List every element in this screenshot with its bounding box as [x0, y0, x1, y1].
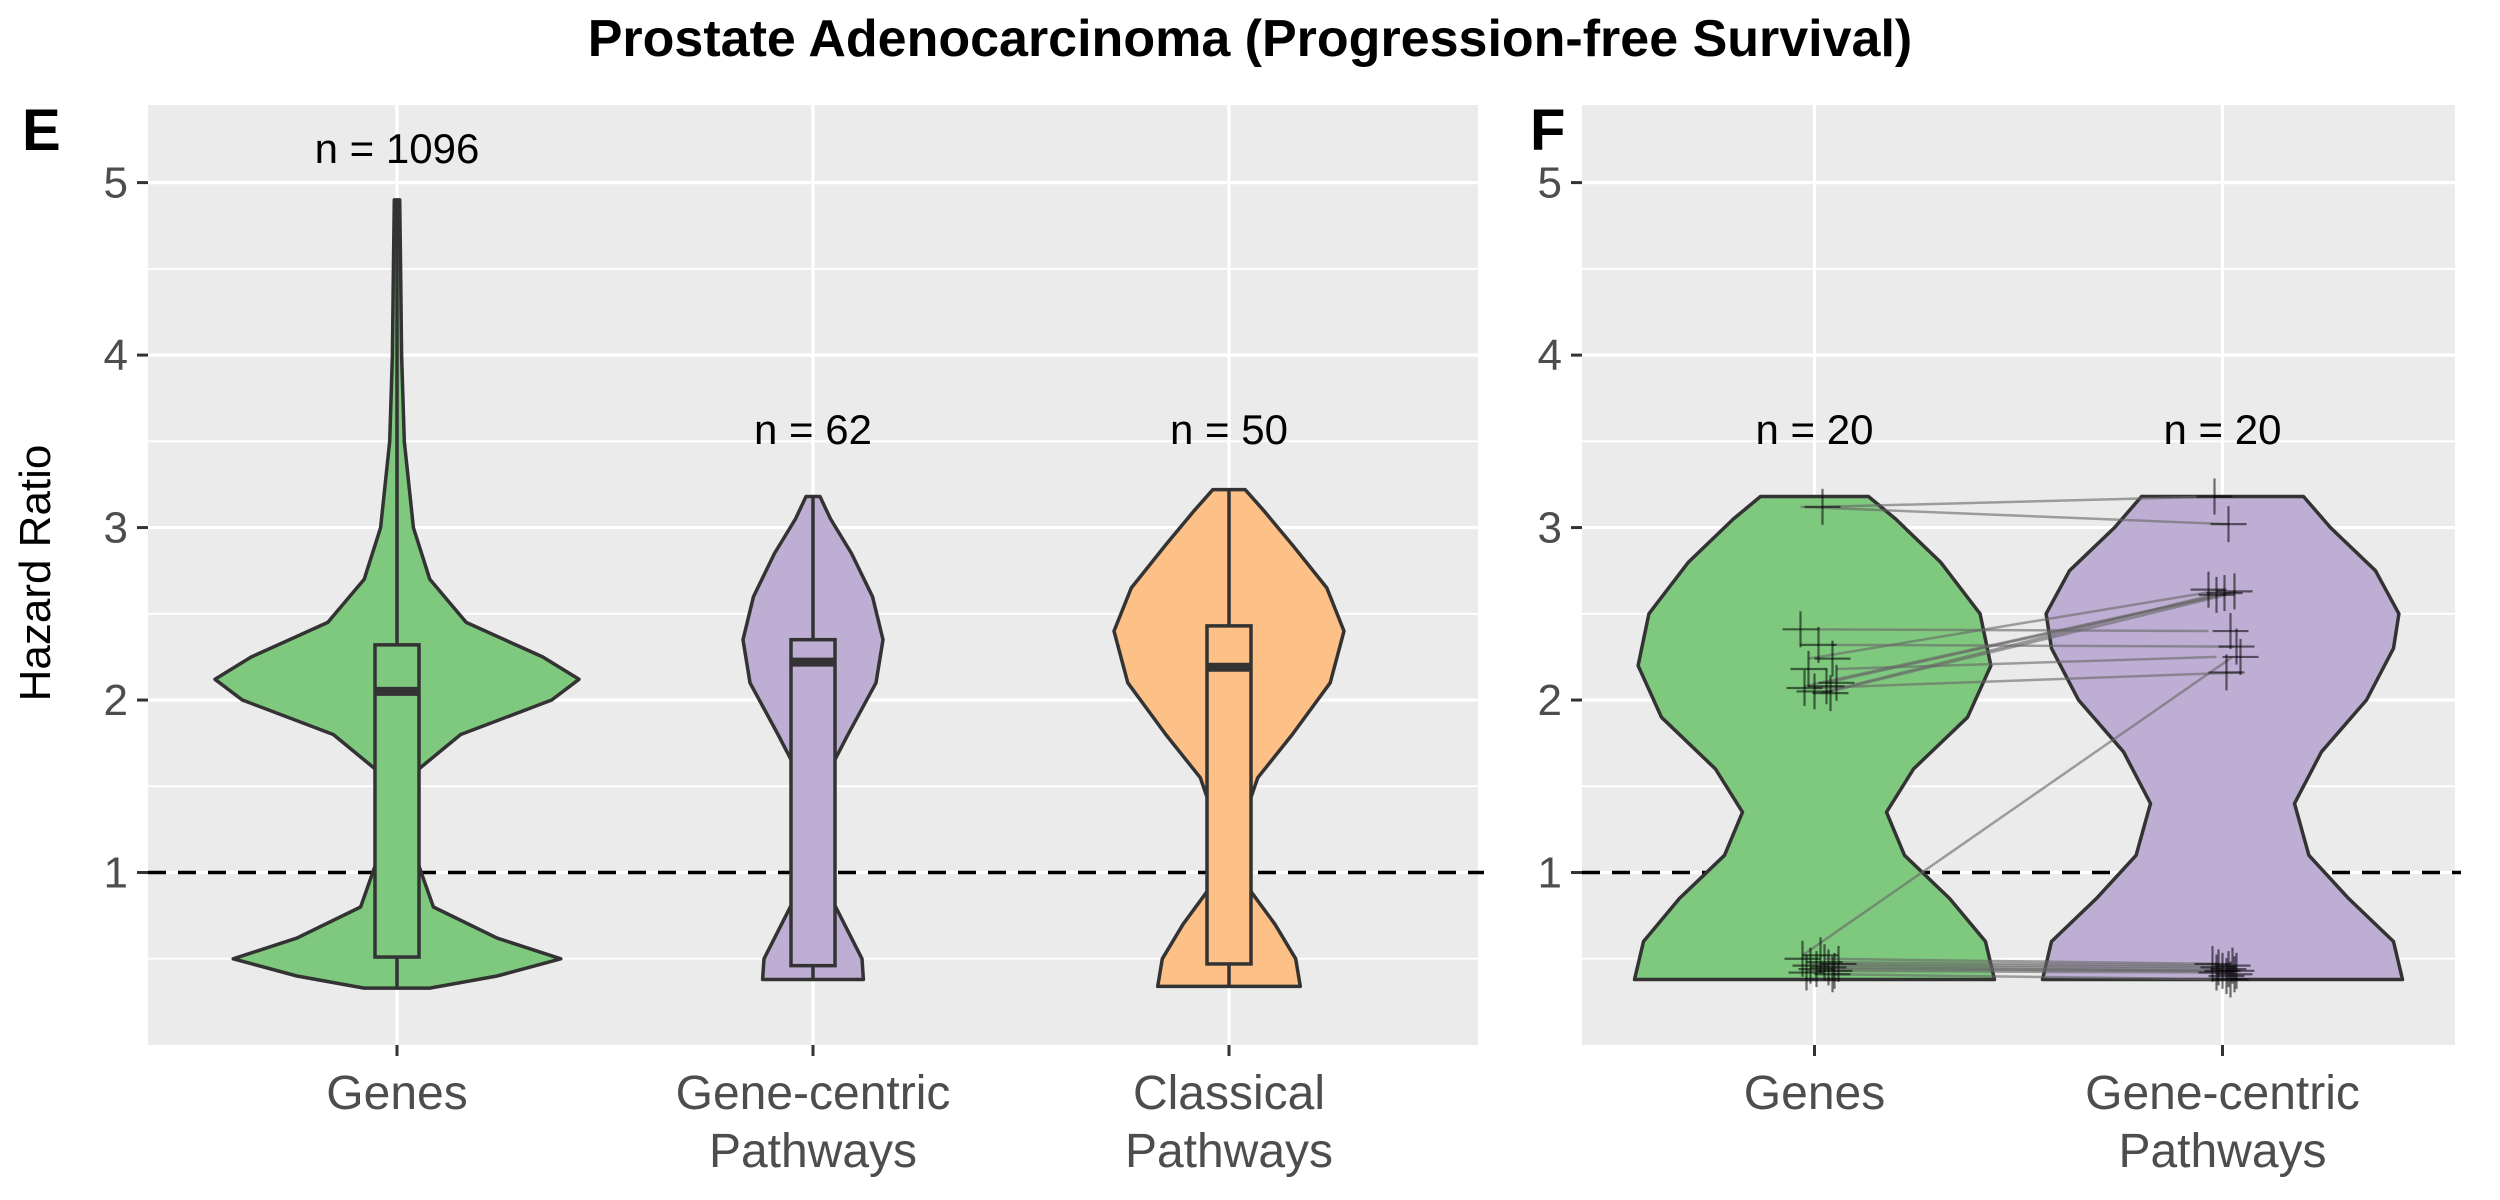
n-label-genes: n = 20: [1756, 406, 1874, 453]
x-tick-label-classical-pathways: Classical Pathways: [1125, 1067, 1333, 1178]
pair-line: [1832, 973, 2231, 981]
box-gene-centric-pathways: [789, 637, 837, 968]
n-label-genes: n = 1096: [315, 125, 480, 172]
paired-lines: [1800, 495, 2241, 981]
pair-line: [1801, 655, 2234, 957]
pair-line: [1800, 505, 2229, 526]
pair-line: [1818, 628, 2209, 633]
points-genes: [1782, 488, 1857, 993]
n-label-classical-pathways: n = 50: [1170, 406, 1288, 453]
pair-line: [1808, 588, 2225, 660]
y-tick-label-2: 2: [1538, 676, 1562, 725]
box-genes: [373, 643, 421, 959]
violin-genes: [1632, 494, 1997, 982]
y-tick-label-5: 5: [1538, 159, 1562, 208]
pair-line: [1810, 962, 2237, 969]
y-tick-label-4: 4: [104, 331, 128, 380]
pair-line: [1806, 969, 2227, 974]
pair-line: [1824, 957, 2219, 966]
pair-line: [1834, 967, 2235, 973]
x-tick-label-gene-centric-pathways: Gene-centric Pathways: [2085, 1067, 2360, 1178]
y-tick-label-4: 4: [1538, 331, 1562, 380]
y-tick-label-2: 2: [104, 676, 128, 725]
panel-f: 1 2 3 4 5 Genes Gene-centric Pathways n = 20 n = …: [1538, 105, 2461, 1178]
pair-line: [1838, 960, 2229, 967]
y-axis-title: Hazard Ratio: [11, 445, 60, 702]
panel-e: 1 2 3 4 5 Genes Gene-centric Pathways Classical P…: [104, 105, 1484, 1178]
y-tick-label-5: 5: [104, 159, 128, 208]
x-tick-label-genes: Genes: [1744, 1067, 1885, 1120]
y-tick-label-1: 1: [1538, 849, 1562, 898]
box-classical-pathways: [1205, 624, 1253, 966]
panel-label-e: E: [22, 98, 61, 163]
pair-line: [1822, 495, 2215, 509]
points-gene-centric-pathways: [2190, 478, 2259, 998]
pair-line: [1820, 593, 2213, 695]
pair-line: [1814, 671, 2241, 690]
n-label-gene-centric-pathways: n = 62: [754, 406, 872, 453]
x-tick-label-genes: Genes: [326, 1067, 467, 1120]
n-label-gene-centric-pathways: n = 20: [2164, 406, 2282, 453]
pair-line: [1832, 643, 2235, 648]
pair-line: [1828, 964, 2223, 971]
figure-title: Prostate Adenocarcinoma (Progression-fre…: [588, 10, 1912, 68]
x-tick-label-gene-centric-pathways: Gene-centric Pathways: [676, 1067, 951, 1178]
y-tick-label-1: 1: [104, 849, 128, 898]
y-tick-label-3: 3: [1538, 504, 1562, 553]
y-tick-label-3: 3: [104, 504, 128, 553]
panel-label-f: F: [1530, 98, 1565, 163]
